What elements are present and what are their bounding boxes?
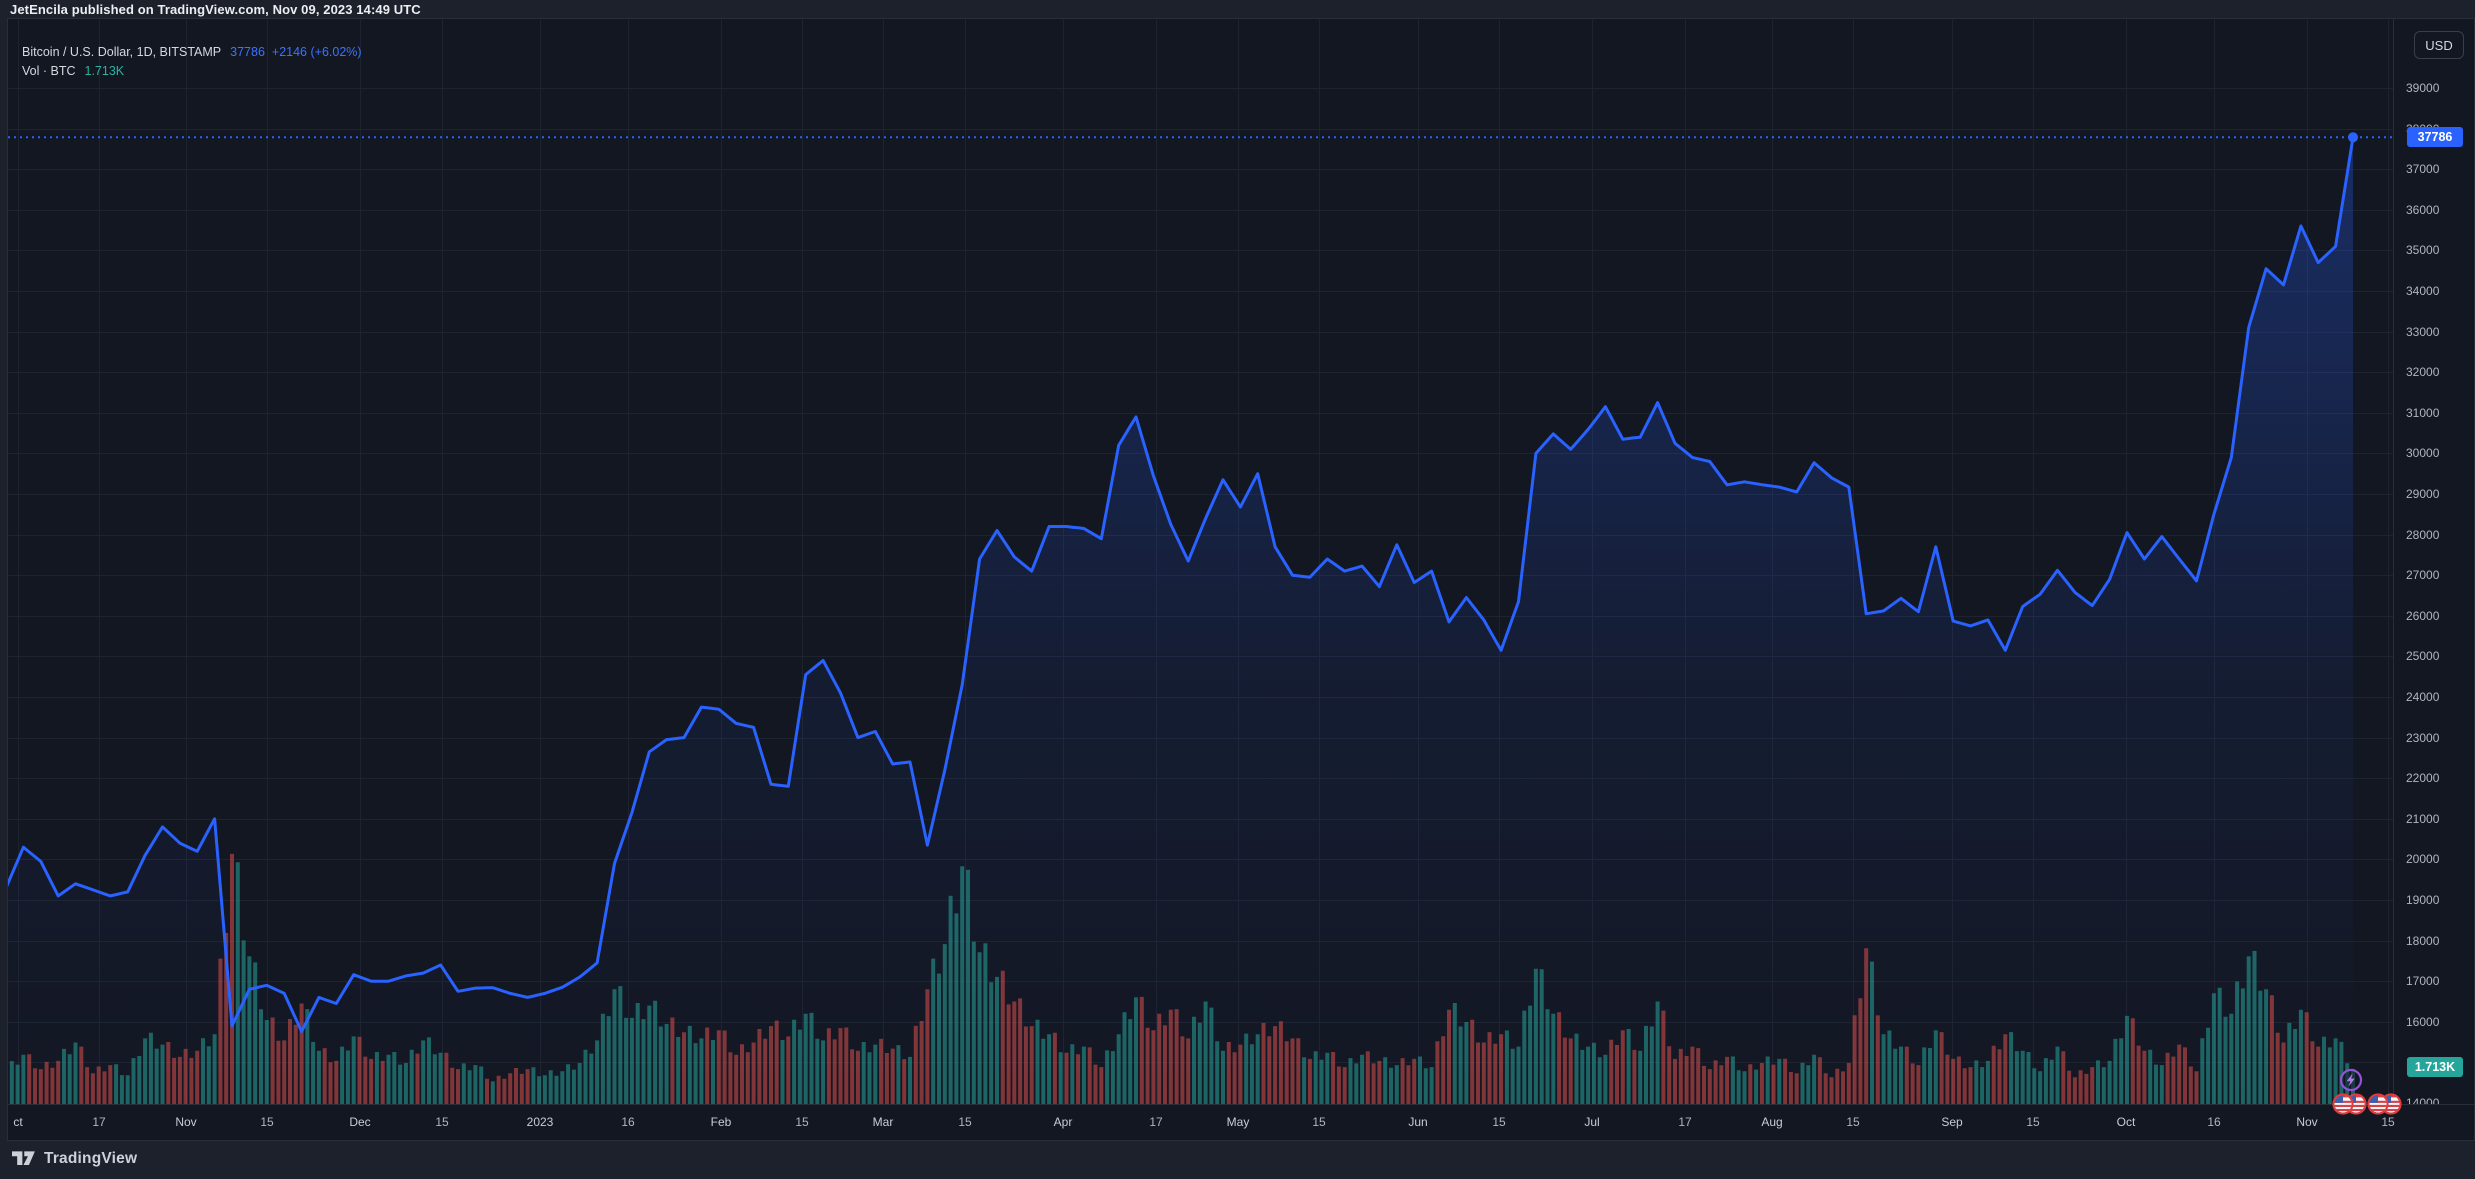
boost-lightning-icon[interactable] [2338,1067,2364,1093]
price-axis-label: 20000 [2406,852,2440,866]
time-axis-label: Oct [2116,1115,2136,1129]
legend-volume-value: 1.713K [84,64,125,78]
price-axis-label: 37000 [2406,162,2440,176]
tradingview-logo-text: TradingView [44,1150,138,1167]
legend-volume-label: Vol · BTC [22,64,76,78]
time-axis-label: Nov [2296,1115,2318,1129]
time-axis-label: 15 [958,1115,972,1129]
time-axis-label: 17 [92,1115,106,1129]
current-price-badge: 37786 [2407,127,2463,147]
price-axis-label: 24000 [2406,690,2440,704]
tradingview-logo-icon [12,1151,35,1165]
time-axis[interactable]: ct 17 Nov 15 Dec 15 2023 16 Feb 15 Mar 15 Apr 17 May 15… [8,1104,2474,1140]
price-axis-label: 19000 [2406,893,2440,907]
price-axis-label: 34000 [2406,284,2440,298]
price-axis-label: 16000 [2406,1015,2440,1029]
volume-bars-down [27,853,2321,1104]
price-axis-label: 27000 [2406,568,2440,582]
price-axis-label: 23000 [2406,731,2440,745]
time-axis-label: 15 [260,1115,274,1129]
price-axis-label: 17000 [2406,974,2440,988]
price-axis-label: 31000 [2406,406,2440,420]
price-chart-canvas[interactable] [8,19,2393,1104]
price-axis-label: 21000 [2406,812,2440,826]
reaction-flag-icons [2330,1091,2406,1117]
price-axis-label: 36000 [2406,203,2440,217]
page-title: JetEncila published on TradingView.com, … [10,2,421,17]
time-axis-label: 17 [1149,1115,1163,1129]
time-axis-label: ct [13,1115,23,1129]
time-axis-label: Aug [1761,1115,1783,1129]
legend-last-price: 37786 [230,45,265,59]
time-axis-label: Feb [710,1115,732,1129]
time-axis-label: 16 [621,1115,635,1129]
price-axis-label: 29000 [2406,487,2440,501]
price-axis-label: 32000 [2406,365,2440,379]
last-price-dot [2348,132,2359,143]
price-chart-pane[interactable]: Bitcoin / U.S. Dollar, 1D, BITSTAMP 3778… [8,19,2393,1104]
time-axis-label: Apr [1053,1115,1073,1129]
time-axis-label: 15 [2381,1115,2395,1129]
price-axis-label: 25000 [2406,649,2440,663]
time-axis-label: 15 [2026,1115,2040,1129]
price-axis-label: 26000 [2406,609,2440,623]
chart-container: Bitcoin / U.S. Dollar, 1D, BITSTAMP 3778… [7,18,2475,1141]
currency-toggle-button[interactable]: USD [2414,31,2464,59]
price-line [8,135,2355,1033]
footer-brand[interactable]: TradingView [12,1146,137,1172]
time-axis-label: 15 [435,1115,449,1129]
time-axis-label: 17 [1678,1115,1692,1129]
price-axis-label: 18000 [2406,934,2440,948]
time-axis-label: 15 [1492,1115,1506,1129]
time-axis-label: 16 [2207,1115,2221,1129]
time-axis-label: 15 [1312,1115,1326,1129]
time-axis-label: Jul [1584,1115,1600,1129]
price-axis-label: 28000 [2406,528,2440,542]
chart-legend: Bitcoin / U.S. Dollar, 1D, BITSTAMP 3778… [22,43,362,81]
time-axis-label: 15 [1846,1115,1860,1129]
legend-symbol[interactable]: Bitcoin / U.S. Dollar, 1D, BITSTAMP [22,45,222,59]
price-axis-label: 39000 [2406,81,2440,95]
time-axis-label: Sep [1941,1115,1963,1129]
time-axis-label: 15 [795,1115,809,1129]
price-axis-label: 33000 [2406,325,2440,339]
price-axis-label: 35000 [2406,243,2440,257]
current-volume-badge: 1.713K [2407,1057,2463,1077]
price-axis[interactable]: USD 390003800037000360003500034000330003… [2393,19,2474,1110]
time-axis-label: Jun [1408,1115,1428,1129]
price-axis-label: 30000 [2406,446,2440,460]
time-axis-label: Nov [175,1115,197,1129]
legend-change: +2146 (+6.02%) [271,45,362,59]
time-axis-label: 2023 [526,1115,554,1129]
volume-bars-up [8,862,2355,1104]
time-axis-label: May [1226,1115,1250,1129]
time-axis-label: Dec [349,1115,371,1129]
time-axis-label: Mar [872,1115,894,1129]
price-axis-label: 22000 [2406,771,2440,785]
